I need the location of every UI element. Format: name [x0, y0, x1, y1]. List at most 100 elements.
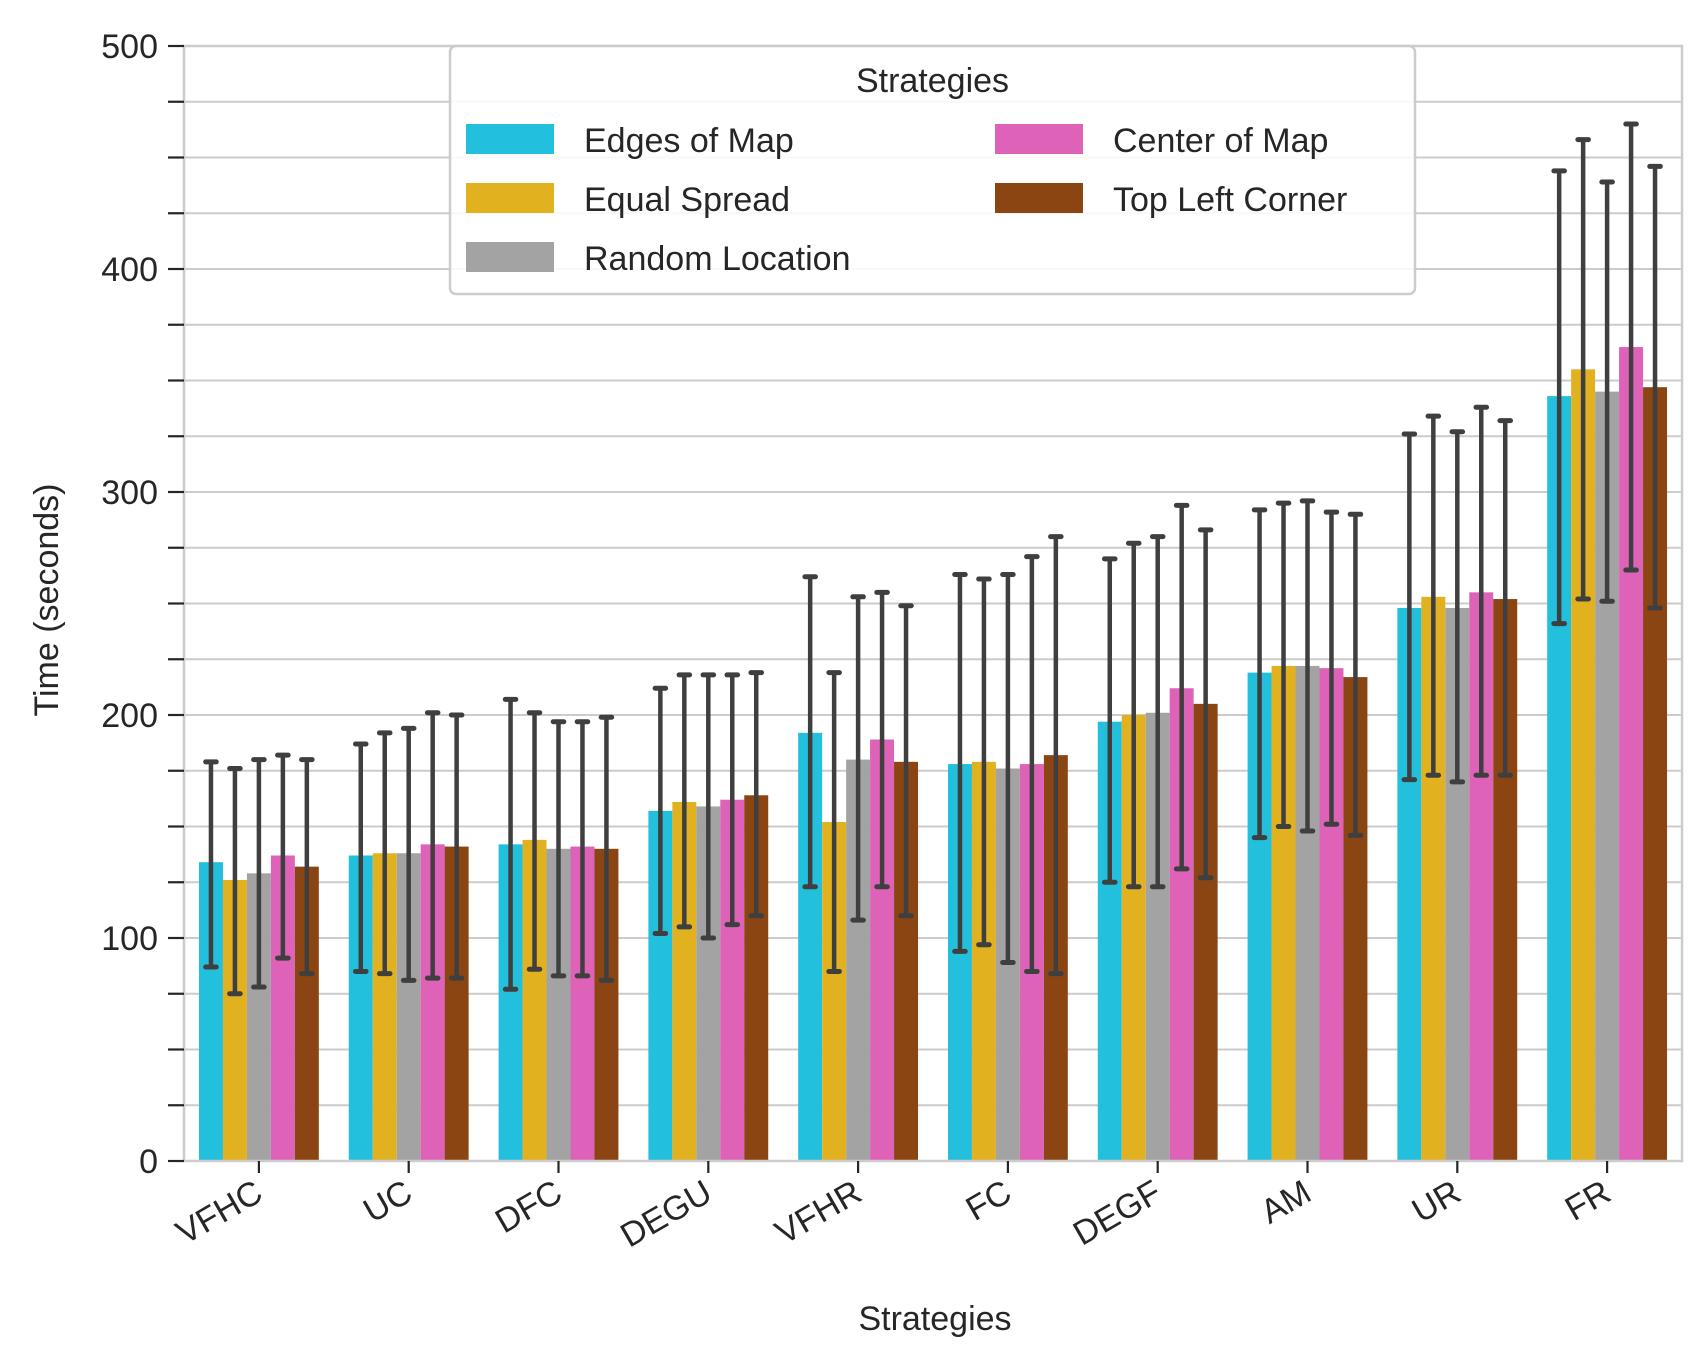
error-bar — [251, 757, 267, 990]
y-tick-label: 200 — [101, 697, 158, 735]
error-bar — [203, 759, 219, 970]
x-tick-label: DEGU — [614, 1173, 718, 1255]
error-bar — [1497, 418, 1514, 778]
x-tick-label: DEGF — [1067, 1173, 1168, 1253]
x-tick-label: VFHR — [769, 1173, 868, 1252]
error-bar — [1000, 572, 1016, 966]
error-bar — [1048, 534, 1064, 977]
error-bar — [1425, 413, 1442, 778]
legend-item: Top Left Corner — [995, 181, 1347, 219]
error-bar — [1197, 527, 1214, 881]
bar — [1421, 596, 1446, 1161]
bar — [1445, 607, 1470, 1161]
error-bar — [1323, 509, 1340, 827]
bar — [1247, 672, 1272, 1161]
error-bar — [874, 589, 890, 890]
error-bar — [1275, 500, 1292, 829]
error-bar — [1473, 404, 1490, 778]
bar — [947, 764, 972, 1161]
error-bar — [1401, 431, 1418, 783]
error-bar — [448, 712, 465, 981]
error-bar — [652, 685, 669, 937]
error-bar — [1551, 168, 1567, 627]
error-bar — [1449, 429, 1466, 785]
bar — [798, 732, 823, 1161]
error-bar — [1647, 163, 1663, 611]
bar — [1547, 396, 1572, 1161]
legend-label: Equal Spread — [584, 181, 790, 219]
bar — [1469, 592, 1494, 1161]
bar — [1193, 703, 1218, 1161]
error-bar — [748, 670, 765, 919]
error-bar — [1125, 540, 1142, 890]
y-axis-label: Time (seconds) — [28, 483, 66, 716]
legend-label: Top Left Corner — [1113, 181, 1347, 219]
error-bar — [1575, 137, 1591, 602]
error-bar — [1149, 534, 1166, 890]
error-bar — [352, 741, 369, 974]
error-bar — [1623, 121, 1639, 573]
bar — [648, 810, 673, 1161]
bar — [1619, 347, 1644, 1161]
bar — [1097, 721, 1122, 1161]
error-bar — [850, 594, 866, 923]
x-tick-label: UC — [357, 1173, 419, 1230]
bar — [1145, 712, 1170, 1161]
bar — [294, 866, 319, 1161]
error-bar — [952, 572, 968, 954]
error-bar — [424, 710, 441, 981]
error-bar — [275, 752, 291, 961]
y-tick-label: 300 — [101, 474, 158, 512]
x-tick-label: VFHC — [170, 1173, 269, 1252]
error-bar — [1024, 554, 1040, 974]
bar — [348, 855, 373, 1161]
bar — [570, 846, 595, 1161]
error-bars — [203, 121, 1663, 997]
error-bar — [299, 757, 315, 977]
bar — [1493, 599, 1518, 1161]
bar — [672, 801, 697, 1161]
bar — [744, 795, 769, 1161]
x-tick-label: DFC — [489, 1173, 569, 1241]
bar — [594, 848, 619, 1161]
x-axis-label: Strategies — [858, 1300, 1011, 1338]
bar — [696, 806, 721, 1161]
bar — [870, 739, 895, 1161]
legend-item: Edges of Map — [466, 122, 794, 160]
bar — [546, 848, 571, 1161]
legend-label: Random Location — [584, 240, 851, 278]
legend-swatch — [995, 183, 1083, 213]
bar — [522, 839, 547, 1161]
error-bar — [574, 719, 591, 979]
bar — [1319, 668, 1344, 1161]
bar — [1343, 677, 1368, 1161]
error-bar — [526, 710, 543, 972]
error-bar — [376, 730, 393, 977]
y-tick-label: 500 — [101, 28, 158, 66]
error-bar — [1347, 511, 1364, 838]
bar — [222, 880, 247, 1161]
legend-box — [448, 44, 1417, 296]
bar — [270, 855, 295, 1161]
bars — [198, 347, 1668, 1162]
legend-label: Center of Map — [1113, 122, 1328, 160]
error-bar — [1599, 179, 1615, 604]
error-bar — [400, 725, 417, 983]
bar — [1397, 607, 1422, 1161]
x-tick-label: UR — [1406, 1173, 1468, 1230]
legend-title: Strategies — [856, 62, 1009, 100]
bar — [1169, 688, 1194, 1161]
y-tick-label: 100 — [101, 920, 158, 958]
error-bar — [227, 766, 243, 997]
bar — [846, 759, 871, 1161]
y-tick-label: 0 — [139, 1143, 158, 1181]
bar — [822, 822, 847, 1161]
error-bar — [676, 672, 693, 930]
error-bar — [976, 576, 992, 948]
error-bar — [802, 574, 818, 890]
x-tick-label: FC — [960, 1173, 1018, 1229]
bar — [1595, 391, 1620, 1161]
bar — [971, 761, 996, 1161]
bar — [420, 844, 445, 1161]
error-bar — [1299, 498, 1316, 834]
